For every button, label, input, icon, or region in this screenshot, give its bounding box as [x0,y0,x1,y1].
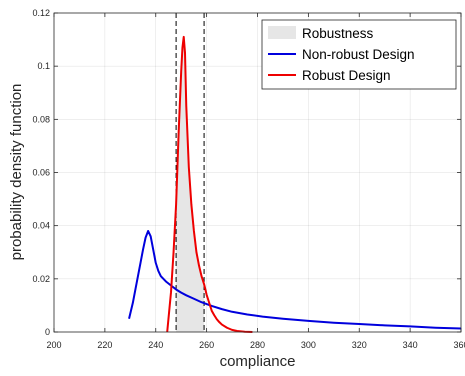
robustness-bounds [175,13,205,332]
legend-label: Robustness [302,26,374,41]
x-axis-ticks: 200 220 240 260 280 300 320 340 360 [46,13,465,350]
y-tick-label: 0.1 [37,61,50,71]
x-tick-label: 340 [403,340,418,350]
x-tick-label: 300 [301,340,316,350]
legend-swatch-robustness [268,26,296,39]
x-tick-label: 360 [453,340,465,350]
y-tick-label: 0.06 [32,168,50,178]
y-axis-ticks: 0 0.02 0.04 0.06 0.08 0.1 0.12 [32,8,461,337]
legend-label: Robust Design [302,68,391,83]
y-tick-label: 0.08 [32,114,50,124]
non-robust-design-line [128,229,462,330]
x-tick-label: 200 [46,340,61,350]
y-tick-label: 0.04 [32,221,50,231]
y-tick-label: 0 [45,327,50,337]
x-tick-label: 280 [250,340,265,350]
series-layer [128,35,462,333]
x-tick-label: 240 [148,340,163,350]
robust-design-line [166,35,253,333]
legend: Robustness Non-robust Design Robust Design [261,19,457,90]
x-axis-label: compliance [220,353,296,370]
legend-label: Non-robust Design [302,47,415,62]
y-axis-label: probability density function [8,84,25,261]
y-tick-label: 0.12 [32,8,50,18]
y-tick-label: 0.02 [32,274,50,284]
x-tick-label: 320 [352,340,367,350]
grid-lines [54,13,461,332]
x-tick-label: 220 [97,340,112,350]
x-tick-label: 260 [199,340,214,350]
